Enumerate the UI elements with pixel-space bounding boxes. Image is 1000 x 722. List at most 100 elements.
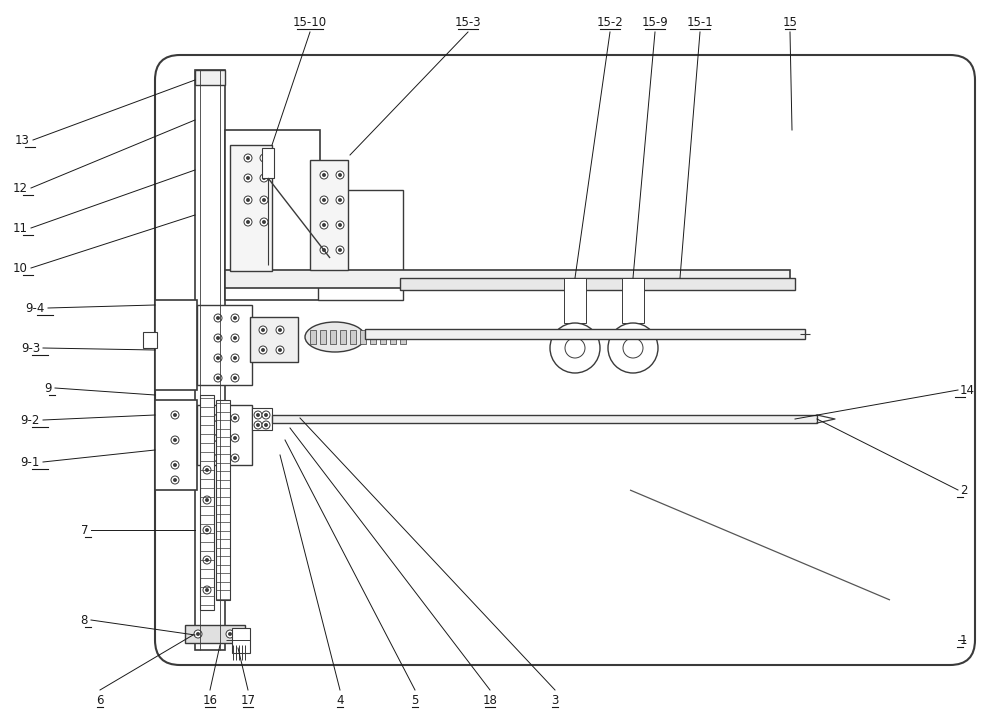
- Circle shape: [260, 174, 268, 182]
- Circle shape: [256, 423, 260, 427]
- Circle shape: [276, 346, 284, 354]
- Circle shape: [336, 196, 344, 204]
- Circle shape: [231, 354, 239, 362]
- Circle shape: [244, 154, 252, 162]
- Bar: [390, 330, 396, 344]
- Circle shape: [203, 526, 211, 534]
- Circle shape: [338, 248, 342, 251]
- Circle shape: [336, 246, 344, 254]
- Circle shape: [246, 220, 250, 224]
- Circle shape: [173, 414, 177, 417]
- Circle shape: [571, 280, 579, 288]
- Circle shape: [320, 171, 328, 179]
- Bar: [250, 317, 298, 362]
- Bar: [216, 400, 230, 600]
- Circle shape: [194, 630, 202, 638]
- Circle shape: [214, 434, 222, 442]
- Circle shape: [338, 223, 342, 227]
- Bar: [197, 405, 252, 465]
- Circle shape: [226, 630, 234, 638]
- Circle shape: [214, 374, 222, 382]
- Circle shape: [336, 221, 344, 229]
- Text: 13: 13: [15, 134, 30, 147]
- Circle shape: [216, 357, 220, 360]
- Bar: [400, 330, 406, 344]
- Text: 9-1: 9-1: [21, 456, 40, 469]
- Circle shape: [216, 376, 220, 380]
- Circle shape: [203, 496, 211, 504]
- Text: 11: 11: [13, 222, 28, 235]
- Circle shape: [233, 316, 237, 320]
- Circle shape: [259, 346, 267, 354]
- Circle shape: [278, 329, 282, 331]
- Circle shape: [278, 349, 282, 352]
- Circle shape: [171, 411, 179, 419]
- Text: 14: 14: [960, 383, 975, 396]
- Circle shape: [338, 199, 342, 201]
- Text: 9-4: 9-4: [26, 302, 45, 315]
- Circle shape: [320, 196, 328, 204]
- Circle shape: [205, 558, 209, 562]
- Circle shape: [214, 414, 222, 422]
- Circle shape: [573, 282, 577, 286]
- Circle shape: [276, 326, 284, 334]
- Circle shape: [264, 423, 268, 427]
- Bar: [155, 400, 197, 490]
- Circle shape: [264, 414, 268, 417]
- Text: 6: 6: [96, 694, 104, 707]
- Circle shape: [228, 632, 232, 635]
- Circle shape: [262, 199, 266, 201]
- Text: 4: 4: [336, 694, 344, 707]
- Circle shape: [246, 176, 250, 180]
- Circle shape: [216, 316, 220, 320]
- Circle shape: [261, 329, 265, 331]
- Circle shape: [171, 461, 179, 469]
- Text: 15-1: 15-1: [687, 15, 713, 28]
- Text: 3: 3: [551, 694, 559, 707]
- Circle shape: [203, 586, 211, 594]
- Circle shape: [260, 218, 268, 226]
- Bar: [564, 278, 586, 323]
- Circle shape: [231, 374, 239, 382]
- Circle shape: [262, 157, 266, 160]
- Bar: [360, 330, 366, 344]
- Circle shape: [196, 632, 200, 635]
- Circle shape: [322, 173, 326, 177]
- Circle shape: [216, 417, 220, 419]
- Bar: [232, 628, 250, 653]
- Bar: [185, 625, 245, 643]
- Circle shape: [171, 436, 179, 444]
- Bar: [320, 330, 326, 344]
- Circle shape: [550, 323, 600, 373]
- Text: 15-10: 15-10: [293, 15, 327, 28]
- Text: 10: 10: [13, 261, 28, 274]
- Text: 15-9: 15-9: [642, 15, 668, 28]
- Circle shape: [259, 326, 267, 334]
- Circle shape: [322, 248, 326, 251]
- Circle shape: [336, 171, 344, 179]
- Circle shape: [262, 176, 266, 180]
- Circle shape: [322, 223, 326, 227]
- Circle shape: [173, 479, 177, 482]
- Circle shape: [629, 280, 637, 288]
- Circle shape: [214, 354, 222, 362]
- Text: 9-3: 9-3: [21, 342, 40, 355]
- Circle shape: [173, 438, 177, 442]
- Bar: [197, 305, 252, 385]
- Circle shape: [262, 220, 266, 224]
- Bar: [200, 395, 214, 610]
- Bar: [622, 278, 644, 323]
- Bar: [225, 270, 790, 288]
- Text: 9: 9: [44, 381, 52, 394]
- Bar: [350, 330, 356, 344]
- Bar: [310, 160, 348, 270]
- Circle shape: [246, 157, 250, 160]
- Text: 15: 15: [783, 15, 797, 28]
- Circle shape: [205, 498, 209, 502]
- Circle shape: [216, 336, 220, 339]
- Circle shape: [203, 556, 211, 564]
- Circle shape: [262, 421, 270, 429]
- Text: 18: 18: [483, 694, 497, 707]
- Circle shape: [260, 154, 268, 162]
- Circle shape: [246, 199, 250, 201]
